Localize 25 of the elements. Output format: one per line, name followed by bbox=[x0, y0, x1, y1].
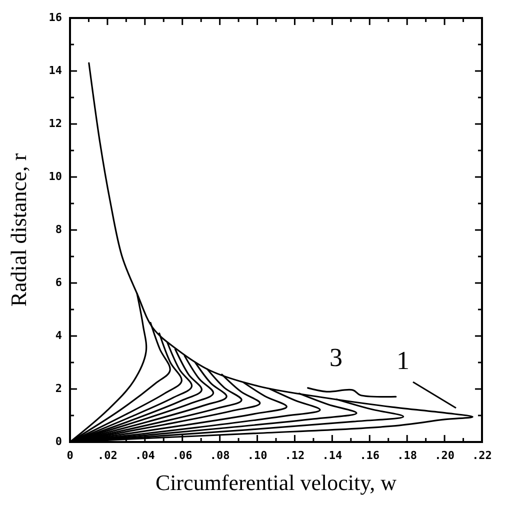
x-tick-label: .14 bbox=[322, 449, 342, 462]
x-tick-label: .02 bbox=[98, 449, 118, 462]
x-tick-label: .12 bbox=[284, 449, 305, 462]
y-tick-label: 16 bbox=[48, 11, 62, 24]
y-axis-title: Radial distance, r bbox=[6, 152, 31, 307]
x-tick-label: .08 bbox=[210, 449, 230, 462]
annotation: 3 bbox=[330, 342, 342, 372]
x-tick-label: .04 bbox=[134, 449, 156, 462]
x-tick-label: 0 bbox=[66, 449, 74, 462]
x-tick-label: .10 bbox=[247, 449, 268, 462]
annotation: 1 bbox=[396, 346, 410, 375]
y-tick-label: 8 bbox=[55, 223, 62, 236]
y-tick-label: 4 bbox=[55, 329, 62, 342]
x-tick-label: .22 bbox=[472, 449, 492, 462]
y-tick-label: 14 bbox=[48, 64, 62, 78]
y-tick-label: 10 bbox=[48, 170, 62, 184]
x-tick-label: .20 bbox=[434, 449, 454, 462]
x-tick-label: .16 bbox=[360, 449, 380, 462]
x-axis-title: Circumferential velocity, w bbox=[155, 470, 397, 495]
y-tick-label: 6 bbox=[55, 276, 62, 290]
y-tick-label: 12 bbox=[48, 117, 62, 130]
y-tick-label: 2 bbox=[55, 382, 62, 396]
y-tick-label: 0 bbox=[55, 435, 62, 448]
x-tick-label: .18 bbox=[397, 449, 418, 462]
x-tick-label: .06 bbox=[172, 449, 193, 462]
